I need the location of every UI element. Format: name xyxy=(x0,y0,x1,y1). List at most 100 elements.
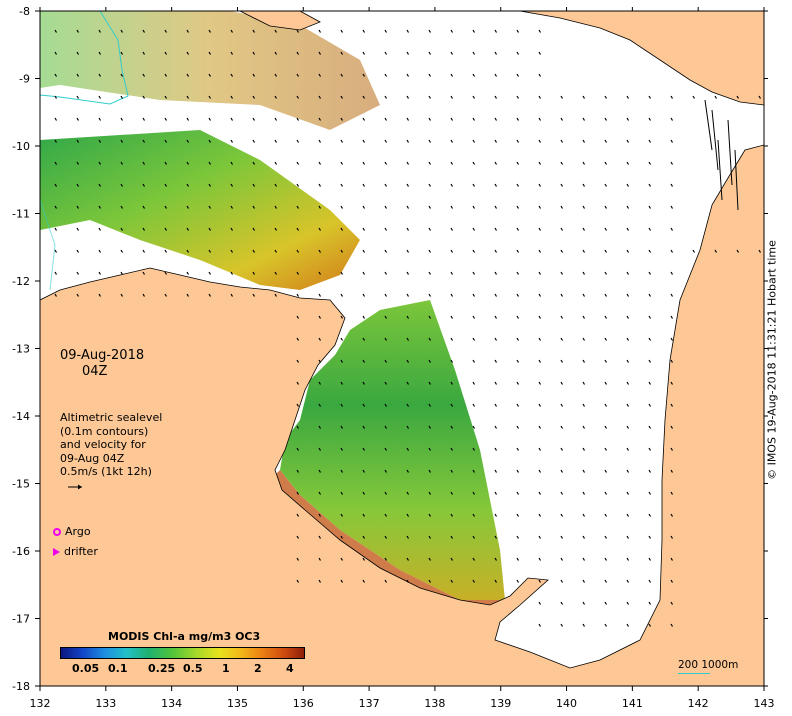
velocity-arrow xyxy=(494,205,498,209)
lon-tick-label: 139 xyxy=(490,697,511,710)
velocity-arrow xyxy=(582,271,586,275)
velocity-arrow xyxy=(120,227,124,231)
velocity-arrow xyxy=(252,183,256,187)
velocity-arrow xyxy=(296,579,300,583)
velocity-arrow xyxy=(142,293,146,297)
velocity-arrow xyxy=(648,227,652,231)
depth-scale-label: 200 1000m xyxy=(678,659,739,671)
velocity-arrow xyxy=(318,293,322,297)
velocity-arrow xyxy=(670,491,674,495)
velocity-arrow xyxy=(362,425,366,429)
velocity-arrow xyxy=(560,139,564,143)
velocity-arrow xyxy=(670,579,674,583)
velocity-arrow xyxy=(472,139,476,143)
velocity-arrow xyxy=(560,337,564,341)
velocity-arrow xyxy=(384,139,388,143)
velocity-arrow xyxy=(560,491,564,495)
velocity-arrow xyxy=(318,491,322,495)
lon-tick-label: 136 xyxy=(293,697,314,710)
velocity-arrow xyxy=(494,73,498,77)
velocity-arrow xyxy=(670,293,674,297)
velocity-arrow xyxy=(670,183,674,187)
velocity-arrow xyxy=(274,271,278,275)
velocity-arrow xyxy=(626,337,630,341)
velocity-arrow xyxy=(252,293,256,297)
velocity-arrow xyxy=(472,557,476,561)
velocity-arrow xyxy=(340,381,344,385)
velocity-arrow xyxy=(472,161,476,165)
velocity-arrow xyxy=(516,95,520,99)
velocity-arrow xyxy=(406,557,410,561)
velocity-arrow xyxy=(406,491,410,495)
lat-tick-label: -14 xyxy=(12,410,30,423)
velocity-arrow xyxy=(538,51,542,55)
velocity-arrow xyxy=(230,29,234,33)
velocity-arrow xyxy=(340,271,344,275)
velocity-arrow xyxy=(670,315,674,319)
velocity-arrow xyxy=(494,139,498,143)
velocity-arrow xyxy=(120,249,124,253)
velocity-arrow xyxy=(54,161,58,165)
lon-tick-label: 143 xyxy=(754,697,775,710)
velocity-arrow xyxy=(450,293,454,297)
velocity-arrow xyxy=(142,29,146,33)
velocity-arrow xyxy=(516,513,520,517)
velocity-arrow xyxy=(626,491,630,495)
velocity-arrow xyxy=(296,205,300,209)
drifter-arrow-icon xyxy=(53,547,60,556)
velocity-arrow xyxy=(406,513,410,517)
velocity-arrow xyxy=(274,117,278,121)
velocity-arrow xyxy=(538,29,542,33)
velocity-arrow xyxy=(604,535,608,539)
velocity-arrow xyxy=(604,557,608,561)
lon-tick-label: 135 xyxy=(227,697,248,710)
velocity-arrow xyxy=(516,205,520,209)
velocity-arrow xyxy=(604,95,608,99)
velocity-arrow xyxy=(450,513,454,517)
velocity-arrow xyxy=(362,271,366,275)
velocity-arrow xyxy=(142,95,146,99)
velocity-arrow xyxy=(472,293,476,297)
velocity-arrow xyxy=(648,381,652,385)
velocity-arrow xyxy=(208,183,212,187)
velocity-arrow xyxy=(648,183,652,187)
legend-drifter: drifter xyxy=(53,545,98,558)
velocity-arrow xyxy=(450,205,454,209)
velocity-arrow xyxy=(362,73,366,77)
velocity-arrow xyxy=(186,271,190,275)
velocity-arrow xyxy=(450,359,454,363)
velocity-arrow xyxy=(142,227,146,231)
velocity-arrow xyxy=(626,271,630,275)
velocity-arrow xyxy=(582,513,586,517)
velocity-arrow xyxy=(428,337,432,341)
velocity-arrow xyxy=(582,535,586,539)
colorbar-label-5: 1 xyxy=(222,662,230,675)
velocity-arrow xyxy=(472,29,476,33)
velocity-arrow xyxy=(362,249,366,253)
velocity-arrow xyxy=(296,161,300,165)
velocity-arrow xyxy=(76,249,80,253)
velocity-arrow xyxy=(560,249,564,253)
velocity-arrow xyxy=(582,381,586,385)
velocity-arrow xyxy=(582,579,586,583)
velocity-arrow xyxy=(230,293,234,297)
velocity-arrow xyxy=(450,535,454,539)
velocity-arrow xyxy=(516,381,520,385)
velocity-arrow xyxy=(516,469,520,473)
velocity-arrow xyxy=(406,293,410,297)
velocity-arrow-strong xyxy=(711,109,719,171)
velocity-arrow xyxy=(604,513,608,517)
velocity-arrow xyxy=(670,425,674,429)
velocity-arrow xyxy=(362,51,366,55)
velocity-arrow xyxy=(186,51,190,55)
velocity-arrow xyxy=(340,249,344,253)
velocity-arrow xyxy=(560,293,564,297)
velocity-arrow xyxy=(186,249,190,253)
velocity-arrow xyxy=(252,249,256,253)
velocity-arrow xyxy=(494,29,498,33)
velocity-arrow xyxy=(560,535,564,539)
velocity-arrow xyxy=(296,469,300,473)
velocity-arrow xyxy=(538,359,542,363)
velocity-arrow xyxy=(494,491,498,495)
velocity-arrow xyxy=(450,29,454,33)
